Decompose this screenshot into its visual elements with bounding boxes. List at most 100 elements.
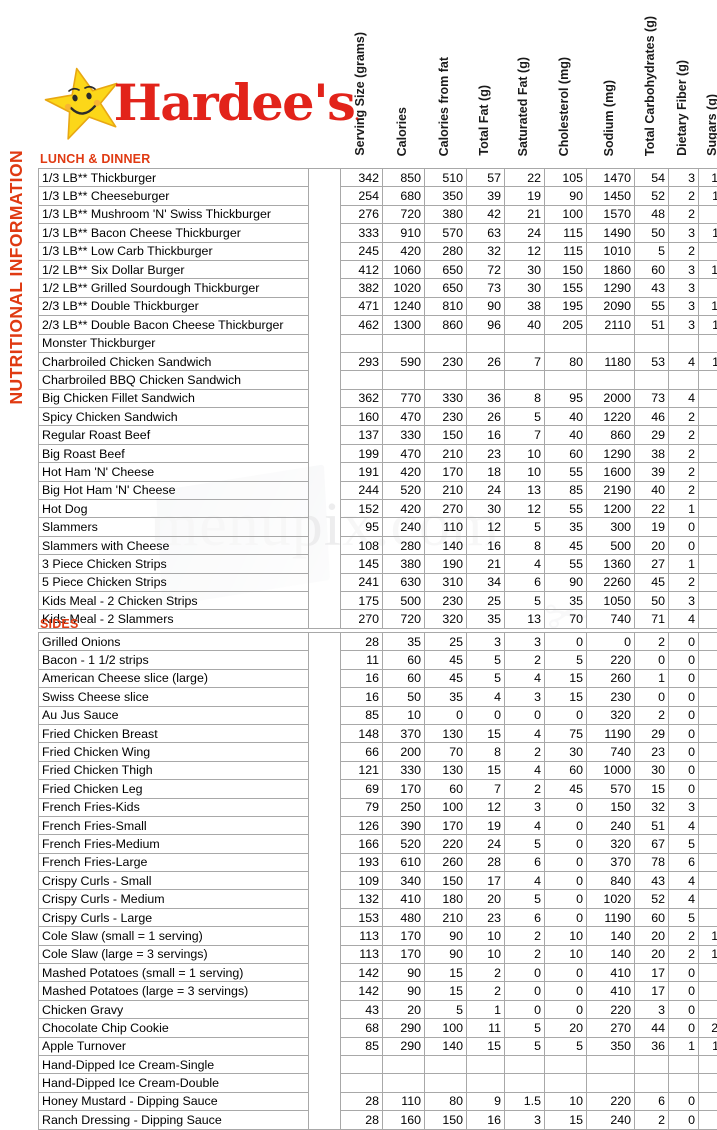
spacer-cell xyxy=(309,426,341,444)
cell-3: 12 xyxy=(467,798,505,816)
cell-4 xyxy=(505,334,545,352)
cell-7: 5 xyxy=(635,242,669,260)
cell-3: 5 xyxy=(467,669,505,687)
cell-8: 2 xyxy=(669,426,699,444)
spacer-cell xyxy=(309,798,341,816)
cell-4: 0 xyxy=(505,1000,545,1018)
cell-2: 260 xyxy=(425,853,467,871)
cell-8: 0 xyxy=(669,964,699,982)
item-name: Honey Mustard - Dipping Sauce xyxy=(39,1092,309,1110)
cell-4: 10 xyxy=(505,463,545,481)
cell-1: 590 xyxy=(383,352,425,370)
cell-5: 0 xyxy=(545,872,587,890)
cell-7: 15 xyxy=(635,780,669,798)
cell-7: 36 xyxy=(635,1037,669,1055)
cell-9: 4 xyxy=(699,463,717,481)
cell-7: 73 xyxy=(635,389,669,407)
cell-1: 630 xyxy=(383,573,425,591)
cell-9: 1 xyxy=(699,555,717,573)
cell-0: 152 xyxy=(341,500,383,518)
spacer-cell xyxy=(309,780,341,798)
nutrition-table-1: Grilled Onions28352533002020Bacon - 1 1/… xyxy=(38,632,717,1130)
cell-4: 2 xyxy=(505,780,545,798)
cell-7: 67 xyxy=(635,835,669,853)
table-row: Au Jus Sauce851000003202010 xyxy=(39,706,717,724)
table-row: French Fries-Kids79250100123015032304 xyxy=(39,798,717,816)
cell-6: 1050 xyxy=(587,591,635,609)
cell-2: 330 xyxy=(425,389,467,407)
cell-0: 85 xyxy=(341,706,383,724)
spacer-cell xyxy=(309,444,341,462)
cell-4: 5 xyxy=(505,591,545,609)
cell-7: 2 xyxy=(635,706,669,724)
cell-3: 28 xyxy=(467,853,505,871)
cell-3: 39 xyxy=(467,187,505,205)
cell-4: 8 xyxy=(505,536,545,554)
cell-1: 480 xyxy=(383,908,425,926)
cell-2: 170 xyxy=(425,463,467,481)
cell-4: 12 xyxy=(505,500,545,518)
cell-6: 1450 xyxy=(587,187,635,205)
cell-7: 19 xyxy=(635,518,669,536)
cell-1: 200 xyxy=(383,743,425,761)
cell-0: 241 xyxy=(341,573,383,591)
item-name: Slammers with Cheese xyxy=(39,536,309,554)
cell-5: 0 xyxy=(545,964,587,982)
cell-7: 2 xyxy=(635,633,669,651)
cell-9: 0 xyxy=(699,872,717,890)
cell-9: 0 xyxy=(699,761,717,779)
cell-6: 740 xyxy=(587,743,635,761)
cell-0: 148 xyxy=(341,724,383,742)
spacer-cell xyxy=(309,260,341,278)
cell-8: 2 xyxy=(669,481,699,499)
cell-8: 0 xyxy=(669,982,699,1000)
cell-1: 90 xyxy=(383,982,425,1000)
cell-2: 70 xyxy=(425,743,467,761)
cell-7: 20 xyxy=(635,536,669,554)
cell-1: 1300 xyxy=(383,316,425,334)
cell-2: 230 xyxy=(425,408,467,426)
cell-9: 11 xyxy=(699,187,717,205)
cell-4: 4 xyxy=(505,555,545,573)
cell-0: 126 xyxy=(341,816,383,834)
spacer-cell xyxy=(309,1074,341,1092)
item-name: Bacon - 1 1/2 strips xyxy=(39,651,309,669)
cell-2: 510 xyxy=(425,169,467,187)
column-header-9: Sugars (g) xyxy=(706,94,717,156)
cell-3: 7 xyxy=(467,780,505,798)
column-header-7: Total Carbohydrates (g) xyxy=(644,16,657,156)
cell-9 xyxy=(699,1055,717,1073)
cell-5: 115 xyxy=(545,242,587,260)
cell-4: 40 xyxy=(505,316,545,334)
cell-1 xyxy=(383,1055,425,1073)
cell-0 xyxy=(341,1055,383,1073)
cell-3: 20 xyxy=(467,890,505,908)
cell-6: 220 xyxy=(587,1000,635,1018)
item-name: Fried Chicken Thigh xyxy=(39,761,309,779)
item-name: 2/3 LB** Double Bacon Cheese Thickburger xyxy=(39,316,309,334)
cell-0: 132 xyxy=(341,890,383,908)
cell-3: 8 xyxy=(467,743,505,761)
cell-3: 16 xyxy=(467,426,505,444)
cell-4 xyxy=(505,1074,545,1092)
cell-3 xyxy=(467,371,505,389)
cell-9: 0 xyxy=(699,890,717,908)
cell-5: 105 xyxy=(545,169,587,187)
item-name: 1/2 LB** Grilled Sourdough Thickburger xyxy=(39,279,309,297)
cell-7: 48 xyxy=(635,205,669,223)
cell-2: 90 xyxy=(425,945,467,963)
spacer-cell xyxy=(309,853,341,871)
cell-6: 2090 xyxy=(587,297,635,315)
cell-9: 7 xyxy=(699,205,717,223)
cell-8: 2 xyxy=(669,463,699,481)
hardees-logo: Hardee's. xyxy=(44,62,312,144)
cell-6: 2110 xyxy=(587,316,635,334)
column-header-5: Cholesterol (mg) xyxy=(558,57,571,156)
cell-5: 60 xyxy=(545,761,587,779)
cell-2: 45 xyxy=(425,651,467,669)
spacer-cell xyxy=(309,187,341,205)
spacer-cell xyxy=(309,573,341,591)
